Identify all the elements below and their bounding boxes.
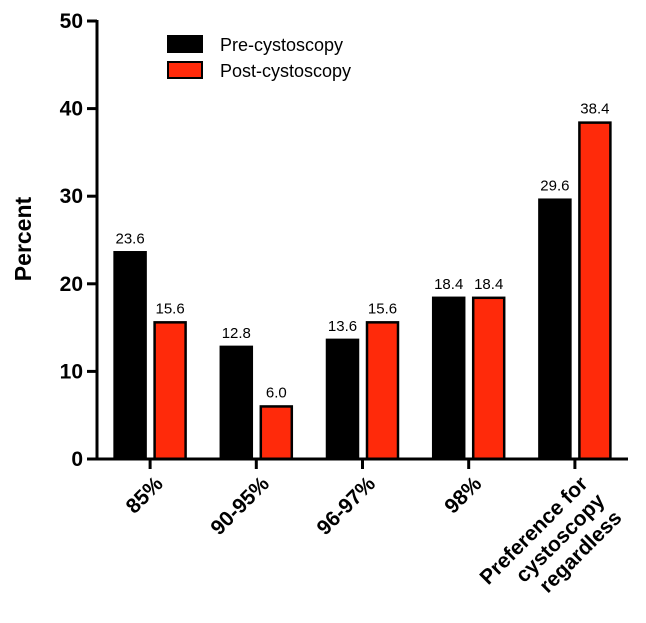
bar-pre bbox=[219, 345, 254, 461]
x-tick-label: 85% bbox=[122, 472, 168, 518]
x-tick-label-line: 85% bbox=[122, 472, 168, 518]
x-tick-label: 98% bbox=[440, 472, 486, 518]
bars: 23.6 15.6 12.8 6.0 13.6 15.6 18.4 18.4 29.6 38.4 bbox=[113, 101, 612, 461]
y-tick-label: 20 bbox=[60, 273, 83, 296]
bar-post bbox=[259, 405, 294, 461]
y-tick-label: 50 bbox=[60, 10, 83, 33]
x-tick-label-line: 98% bbox=[440, 472, 486, 518]
y-tick-label: 40 bbox=[60, 98, 83, 121]
legend-label: Pre-cystoscopy bbox=[220, 35, 343, 55]
data-label: 38.4 bbox=[580, 101, 609, 118]
bar-pre bbox=[325, 338, 360, 461]
x-tick-label-line: 96-97% bbox=[313, 472, 381, 540]
x-tick-label: 96-97% bbox=[313, 472, 381, 540]
data-label: 15.6 bbox=[155, 300, 184, 317]
legend-swatch bbox=[167, 61, 203, 79]
y-tick-label: 10 bbox=[60, 360, 83, 383]
data-label: 23.6 bbox=[115, 230, 144, 247]
y-axis-label: Percent bbox=[10, 196, 36, 281]
data-label: 18.4 bbox=[474, 276, 503, 293]
x-tick-label-line: 90-95% bbox=[206, 472, 274, 540]
data-label: 15.6 bbox=[368, 300, 397, 317]
bar-post bbox=[471, 296, 506, 461]
data-label: 12.8 bbox=[222, 325, 251, 342]
bar-pre bbox=[538, 198, 572, 461]
data-label: 18.4 bbox=[434, 276, 463, 293]
data-label: 13.6 bbox=[328, 318, 357, 335]
y-tick-label: 30 bbox=[60, 185, 83, 208]
legend-label: Post-cystoscopy bbox=[220, 61, 351, 81]
legend-swatch bbox=[167, 35, 203, 53]
bar-post bbox=[578, 121, 612, 461]
bar-post bbox=[153, 321, 187, 461]
data-label: 29.6 bbox=[540, 178, 569, 195]
legend: Pre-cystoscopy Post-cystoscopy bbox=[167, 35, 351, 81]
y-tick-label: 0 bbox=[71, 448, 83, 471]
bar-post bbox=[365, 321, 400, 461]
x-tick-label: Preference forcystoscopyregardless bbox=[475, 472, 626, 623]
bar-pre bbox=[113, 251, 147, 461]
data-label: 6.0 bbox=[266, 384, 287, 401]
bar-pre bbox=[431, 296, 466, 461]
x-tick-label: 90-95% bbox=[206, 472, 274, 540]
